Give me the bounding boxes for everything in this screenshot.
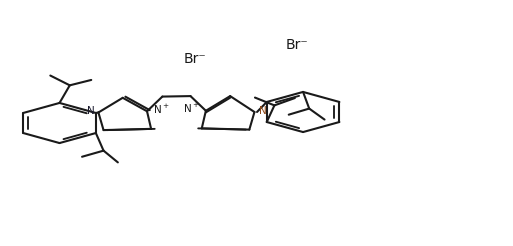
Text: Br⁻: Br⁻ xyxy=(286,38,309,52)
Text: N: N xyxy=(259,106,266,116)
Text: N$^+$: N$^+$ xyxy=(183,102,200,115)
Text: Br⁻: Br⁻ xyxy=(184,52,206,66)
Text: N$^+$: N$^+$ xyxy=(153,103,170,116)
Text: N: N xyxy=(87,106,94,116)
